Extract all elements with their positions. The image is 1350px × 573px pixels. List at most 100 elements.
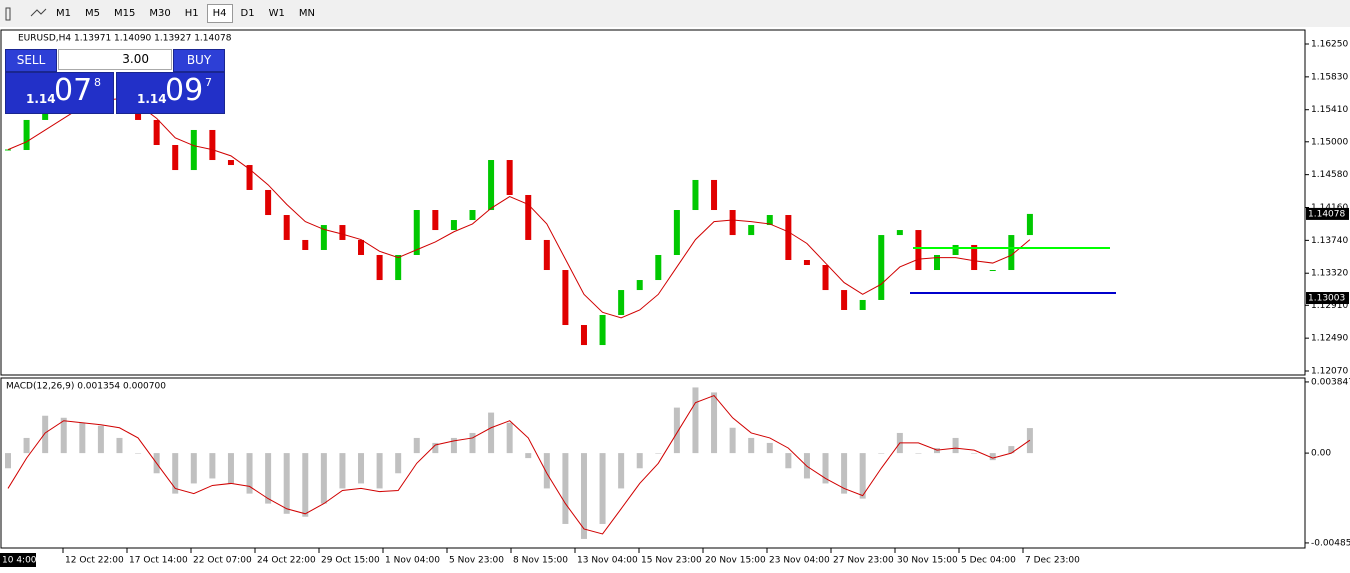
price-pips: 09: [165, 73, 204, 108]
macd-bar: [562, 453, 569, 524]
cursor-box: [0, 553, 36, 567]
y-tick-label: 1.13740: [1311, 236, 1348, 246]
y-tick-label: 1.13320: [1311, 269, 1348, 279]
timeframe-button[interactable]: M15: [114, 8, 136, 19]
one-click-panel: SELL 3.00 BUY 1.14 07 8 1.14 09 7: [4, 47, 225, 114]
price-marker: [1306, 292, 1349, 305]
toolbar: M1 M5 M15 M30 H1 H4 D1 W1 MN: [0, 0, 1350, 28]
candle: [915, 230, 922, 271]
price-point: 7: [205, 76, 212, 89]
candle: [153, 119, 160, 145]
candle: [23, 119, 30, 151]
macd-bar: [135, 453, 142, 454]
timeframe-button[interactable]: D1: [240, 8, 255, 19]
x-tick-label: 1 Nov 04:00: [385, 556, 440, 566]
candle: [1008, 235, 1015, 271]
sell-button[interactable]: SELL: [5, 49, 57, 72]
timeframe-button[interactable]: M30: [149, 8, 171, 19]
candle: [320, 225, 327, 250]
tool-icon[interactable]: [4, 4, 24, 24]
candle: [562, 270, 569, 326]
x-tick-label: 8 Nov 15:00: [513, 556, 568, 566]
macd-bar: [729, 427, 736, 454]
candle: [543, 239, 550, 271]
x-tick-label: 15 Nov 23:00: [641, 556, 702, 566]
x-tick-label: 20 Nov 15:00: [705, 556, 766, 566]
timeframe-button[interactable]: W1: [268, 8, 285, 19]
macd-bar: [748, 437, 755, 454]
price-point: 8: [94, 76, 101, 89]
macd-bar: [358, 453, 365, 484]
macd-bar: [525, 453, 532, 459]
macd-bar: [599, 453, 606, 524]
y-tick-label: 1.15830: [1311, 72, 1348, 82]
candle: [766, 215, 773, 226]
macd-bar: [283, 453, 290, 514]
timeframe-button[interactable]: H4: [206, 4, 233, 23]
y-tick-label: 1.12070: [1311, 367, 1348, 377]
macd-bar: [488, 412, 495, 454]
candle: [506, 160, 513, 195]
candle: [246, 165, 253, 190]
macd-bar: [116, 437, 123, 454]
macd-bar: [172, 453, 179, 494]
macd-pane: [0, 377, 1306, 549]
macd-bar: [450, 437, 457, 454]
timeframe-button[interactable]: M5: [85, 8, 100, 19]
macd-bar: [859, 453, 866, 499]
candle: [227, 160, 234, 166]
candle: [599, 314, 606, 346]
macd-bar: [711, 392, 718, 454]
macd-bar: [339, 453, 346, 489]
candle: [1026, 213, 1033, 236]
candle: [785, 215, 792, 260]
macd-bar: [915, 453, 922, 454]
x-tick-label: 23 Nov 04:00: [769, 556, 830, 566]
lot-value: 3.00: [122, 52, 149, 66]
macd-bar: [655, 453, 662, 454]
macd-bar: [227, 453, 234, 484]
pane-title: EURUSD,H4 1.13971 1.14090 1.13927 1.1407…: [18, 34, 232, 44]
candle: [580, 325, 587, 346]
tool-icon[interactable]: [28, 4, 48, 24]
candle: [952, 244, 959, 255]
x-tick-label: 12 Oct 22:00: [65, 556, 124, 566]
candle: [339, 225, 346, 240]
y-tick-label: 1.15410: [1311, 105, 1348, 115]
bid-price[interactable]: 1.14 07 8: [5, 72, 114, 114]
candle: [172, 145, 179, 171]
y-tick-label: 0.003847: [1311, 377, 1350, 387]
macd-bar: [822, 453, 829, 484]
y-tick-label: 0.00: [1311, 449, 1331, 459]
macd-bar: [618, 453, 625, 489]
lot-field[interactable]: 3.00: [58, 49, 172, 70]
x-tick-label: 13 Nov 04:00: [577, 556, 638, 566]
timeframe-button[interactable]: H1: [184, 8, 199, 19]
macd-bar: [971, 453, 978, 454]
candle: [450, 220, 457, 231]
buy-button[interactable]: BUY: [173, 49, 225, 72]
macd-bar: [413, 437, 420, 454]
candle: [822, 265, 829, 291]
macd-bar: [209, 453, 216, 479]
x-tick-label: 22 Oct 07:00: [193, 556, 252, 566]
candle: [878, 235, 885, 300]
candle: [209, 129, 216, 161]
candle: [748, 225, 755, 236]
candle: [283, 215, 290, 240]
ask-price[interactable]: 1.14 09 7: [116, 72, 225, 114]
background: [0, 27, 1350, 573]
candle: [711, 179, 718, 211]
candle: [488, 160, 495, 211]
macd-bar: [841, 453, 848, 494]
timeframe-button[interactable]: M1: [56, 8, 71, 19]
candle: [859, 299, 866, 310]
candle: [265, 189, 272, 216]
x-tick-label: 5 Nov 23:00: [449, 556, 504, 566]
macd-bar: [636, 453, 643, 469]
macd-bar: [246, 453, 253, 494]
macd-bar: [952, 437, 959, 454]
price-marker: [1306, 207, 1349, 220]
macd-bar: [42, 415, 49, 454]
timeframe-button[interactable]: MN: [298, 8, 315, 19]
